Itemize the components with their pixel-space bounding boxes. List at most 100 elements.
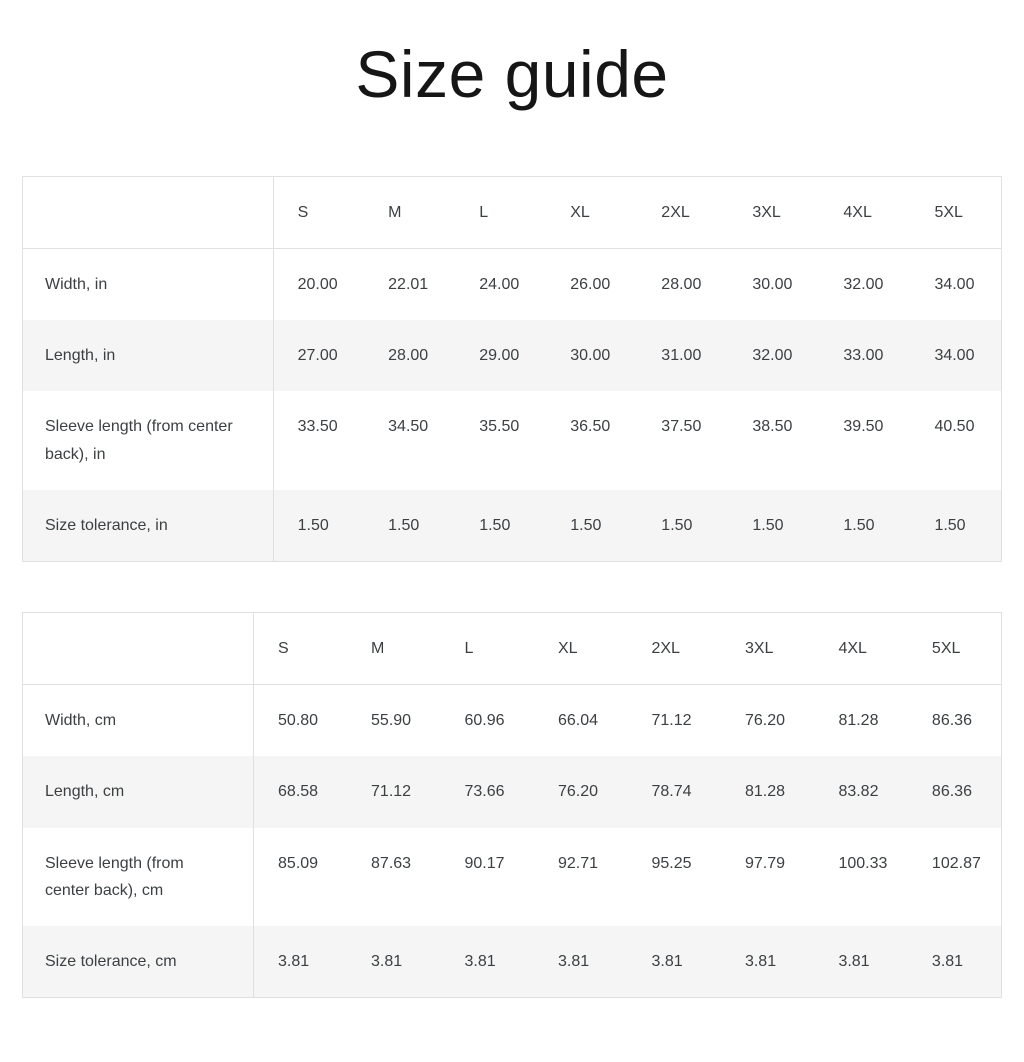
measurement-value-cell: 85.09 (278, 854, 319, 872)
measurement-value-cell: 34.00 (934, 347, 975, 365)
page-title: Size guide (355, 37, 669, 111)
size-column-header: S (297, 203, 309, 221)
size-column-header: 5XL (934, 203, 963, 221)
size-guide-page: Size guide S M L XL 2XL 3XL 4XL 5XL Width, in 20.… (0, 37, 1024, 1062)
measurement-value-cell: 3.81 (838, 952, 870, 970)
measurement-value-cell: 76.20 (557, 783, 599, 801)
size-table-centimeters: S M L XL 2XL 3XL 4XL 5XL Width, cm 50.80 55.90 60.9… (22, 612, 1002, 999)
measurement-value-cell: 30.00 (570, 347, 611, 365)
measurement-value-cell: 32.00 (843, 276, 884, 294)
measurement-row: Width, cm 50.80 55.90 60.96 66.04 71.12 76.20 8… (22, 684, 1002, 757)
measurement-value-cell: 26.00 (570, 276, 611, 294)
size-column-header: L (464, 640, 474, 658)
size-header-row: S M L XL 2XL 3XL 4XL 5XL (22, 612, 1002, 685)
size-column-header: M (388, 203, 402, 221)
measurement-value-cell: 27.00 (297, 347, 338, 365)
measurement-value-cell: 37.50 (661, 418, 702, 436)
size-column-header: 2XL (661, 203, 690, 221)
measurement-value-cell: 1.50 (934, 516, 966, 534)
measurement-value-cell: 1.50 (388, 516, 420, 534)
size-column-header: XL (557, 640, 578, 658)
measurement-row: Sleeve length (from center back), in 33.5… (22, 391, 1002, 490)
measurement-value-cell: 73.66 (464, 783, 505, 801)
measurement-value-cell: 60.96 (464, 712, 505, 730)
size-header-row: S M L XL 2XL 3XL 4XL 5XL (22, 176, 1002, 249)
measurement-value-cell: 35.50 (479, 418, 520, 436)
measurement-value-cell: 66.04 (557, 712, 599, 730)
measurement-value-cell: 100.33 (838, 854, 888, 872)
measurement-value-cell: 71.12 (371, 783, 412, 801)
measurement-value-cell: 55.90 (371, 712, 412, 730)
measurement-value-cell: 3.81 (464, 952, 496, 970)
measurement-value-cell: 86.36 (931, 783, 972, 801)
measurement-value-cell: 1.50 (843, 516, 875, 534)
measurement-value-cell: 81.28 (744, 783, 785, 801)
measurement-value-cell: 92.71 (557, 854, 599, 872)
measurement-label: Size tolerance, cm (22, 925, 255, 998)
size-column-header: 4XL (843, 203, 872, 221)
measurement-value-cell: 3.81 (371, 952, 403, 970)
measurement-value-cell: 71.12 (651, 712, 692, 730)
measurement-value-cell: 33.50 (297, 418, 338, 436)
measurement-row: Length, in 27.00 28.00 29.00 30.00 31.00 32.00… (22, 320, 1002, 392)
measurement-value-cell: 83.82 (838, 783, 879, 801)
measurement-value-cell: 1.50 (570, 516, 602, 534)
measurement-value-cell: 31.00 (661, 347, 702, 365)
measurement-label: Length, in (22, 320, 274, 392)
measurement-value-cell: 24.00 (479, 276, 520, 294)
measurement-value-cell: 86.36 (931, 712, 972, 730)
measurement-row: Size tolerance, cm 3.81 3.81 3.81 3.81 3.81 3.… (22, 925, 1002, 998)
corner-cell (22, 176, 274, 249)
measurement-value-cell: 36.50 (570, 418, 611, 436)
size-column-header: M (371, 640, 385, 658)
measurement-value-cell: 87.63 (371, 854, 412, 872)
measurement-value-cell: 1.50 (752, 516, 784, 534)
measurement-label: Width, in (22, 248, 274, 321)
measurement-row: Length, cm 68.58 71.12 73.66 76.20 78.74 81.28… (22, 756, 1002, 828)
measurement-row: Width, in 20.00 22.01 24.00 26.00 28.00 30.00 3… (22, 248, 1002, 321)
measurement-value-cell: 30.00 (752, 276, 793, 294)
size-table-inches: S M L XL 2XL 3XL 4XL 5XL Width, in 20.00 22.01 24.0… (22, 175, 1002, 563)
size-column-header: 3XL (744, 640, 774, 658)
measurement-value-cell: 22.01 (388, 276, 429, 294)
measurement-value-cell: 28.00 (661, 276, 702, 294)
measurement-value-cell: 90.17 (464, 854, 505, 872)
measurement-value-cell: 39.50 (843, 418, 884, 436)
measurement-label: Length, cm (22, 756, 255, 828)
measurement-value-cell: 38.50 (752, 418, 793, 436)
measurement-value-cell: 95.25 (651, 854, 692, 872)
size-column-header: 2XL (651, 640, 680, 658)
measurement-value-cell: 3.81 (278, 952, 310, 970)
measurement-value-cell: 1.50 (479, 516, 511, 534)
measurement-value-cell: 3.81 (557, 952, 590, 970)
measurement-value-cell: 32.00 (752, 347, 793, 365)
measurement-value-cell: 50.80 (278, 712, 319, 730)
measurement-label: Sleeve length (from center back), in (22, 391, 274, 490)
measurement-value-cell: 34.50 (388, 418, 429, 436)
measurement-value-cell: 102.87 (931, 854, 981, 872)
measurement-row: Sleeve length (from center back), cm 85.0… (22, 827, 1002, 926)
measurement-label: Width, cm (22, 684, 255, 757)
measurement-value-cell: 78.74 (651, 783, 692, 801)
measurement-label: Sleeve length (from center back), cm (22, 827, 255, 926)
size-column-header: 5XL (931, 640, 961, 658)
measurement-value-cell: 20.00 (297, 276, 338, 294)
size-column-header: 4XL (838, 640, 867, 658)
size-column-header: 3XL (752, 203, 781, 221)
size-column-header: L (479, 203, 489, 221)
measurement-value-cell: 81.28 (838, 712, 879, 730)
size-column-header: S (278, 640, 289, 658)
measurement-value-cell: 68.58 (278, 783, 319, 801)
measurement-value-cell: 3.81 (651, 952, 683, 970)
measurement-value-cell: 40.50 (934, 418, 975, 436)
measurement-value-cell: 76.20 (744, 712, 785, 730)
size-column-header: XL (570, 203, 590, 221)
measurement-row: Size tolerance, in 1.50 1.50 1.50 1.50 1.50 1.… (22, 489, 1002, 562)
measurement-value-cell: 3.81 (931, 952, 964, 970)
corner-cell (22, 612, 255, 685)
measurement-value-cell: 97.79 (744, 854, 785, 872)
measurement-value-cell: 29.00 (479, 347, 520, 365)
measurement-value-cell: 34.00 (934, 276, 975, 294)
measurement-value-cell: 1.50 (297, 516, 329, 534)
measurement-label: Size tolerance, in (22, 489, 274, 562)
